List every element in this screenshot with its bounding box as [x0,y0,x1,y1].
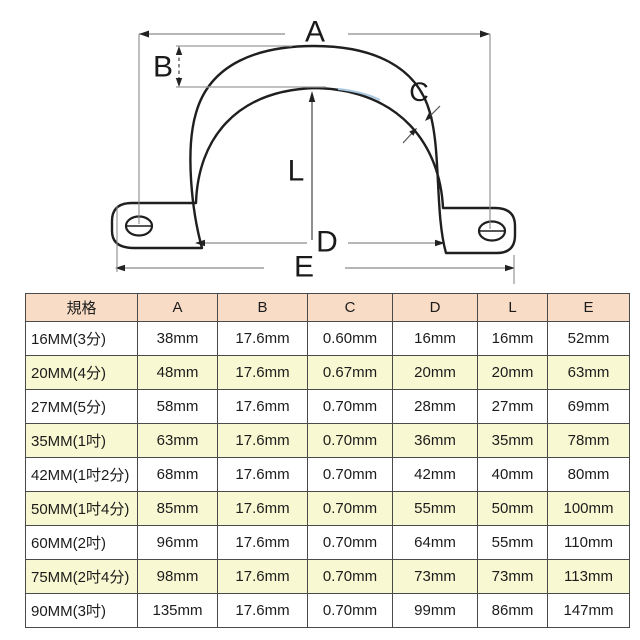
cell-e: 78mm [547,423,630,458]
table-row: 50MM(1吋4分) 85mm 17.6mm 0.70mm 55mm 50mm … [25,491,630,526]
cell-l: 27mm [477,389,548,424]
cell-e: 69mm [547,389,630,424]
inner-arc-highlight [337,88,381,101]
cell-spec: 75MM(2吋4分) [25,559,138,594]
cell-a: 58mm [137,389,218,424]
dimension-e: E [115,206,515,284]
dim-label-a: A [305,16,325,49]
dimension-c: C [402,77,441,144]
cell-a: 38mm [137,321,218,356]
table-row: 16MM(3分) 38mm 17.6mm 0.60mm 16mm 16mm 52… [25,321,630,356]
clamp-diagram: A B C L [110,16,517,284]
cell-b: 17.6mm [217,491,308,526]
table-row: 42MM(1吋2分) 68mm 17.6mm 0.70mm 42mm 40mm … [25,457,630,492]
table-row: 90MM(3吋) 135mm 17.6mm 0.70mm 99mm 86mm 1… [25,593,630,628]
table-header-row: 規格 A B C D L E [25,293,630,322]
right-mounting-hole [477,220,507,242]
cell-a: 63mm [137,423,218,458]
header-d: D [392,293,478,322]
cell-a: 135mm [137,593,218,628]
header-e: E [547,293,630,322]
cell-spec: 16MM(3分) [25,321,138,356]
table-row: 35MM(1吋) 63mm 17.6mm 0.70mm 36mm 35mm 78… [25,423,630,458]
table-row: 20MM(4分) 48mm 17.6mm 0.67mm 20mm 20mm 63… [25,355,630,390]
cell-b: 17.6mm [217,321,308,356]
cell-d: 42mm [392,457,478,492]
cell-d: 99mm [392,593,478,628]
cell-spec: 27MM(5分) [25,389,138,424]
cell-spec: 20MM(4分) [25,355,138,390]
cell-l: 16mm [477,321,548,356]
cell-d: 20mm [392,355,478,390]
cell-c: 0.70mm [307,593,393,628]
cell-a: 98mm [137,559,218,594]
cell-b: 17.6mm [217,593,308,628]
dim-label-c: C [409,77,429,107]
dimension-b: B [153,45,326,88]
cell-e: 110mm [547,525,630,560]
cell-l: 73mm [477,559,548,594]
cell-spec: 90MM(3吋) [25,593,138,628]
cell-d: 73mm [392,559,478,594]
header-b: B [217,293,308,322]
cell-l: 86mm [477,593,548,628]
cell-e: 52mm [547,321,630,356]
cell-e: 63mm [547,355,630,390]
cell-b: 17.6mm [217,355,308,390]
cell-d: 36mm [392,423,478,458]
cell-spec: 42MM(1吋2分) [25,457,138,492]
cell-l: 20mm [477,355,548,390]
table-row: 60MM(2吋) 96mm 17.6mm 0.70mm 64mm 55mm 11… [25,525,630,560]
dimension-l: L [288,91,316,240]
header-spec: 規格 [25,293,138,322]
cell-c: 0.67mm [307,355,393,390]
cell-d: 55mm [392,491,478,526]
spec-table: 規格 A B C D L E 16MM(3分) 38mm 17.6mm 0.60… [25,293,630,628]
header-a: A [137,293,218,322]
cell-b: 17.6mm [217,457,308,492]
cell-c: 0.70mm [307,559,393,594]
dim-label-l: L [288,155,305,188]
cell-spec: 35MM(1吋) [25,423,138,458]
cell-l: 55mm [477,525,548,560]
cell-d: 16mm [392,321,478,356]
dim-label-e: E [294,251,314,284]
cell-l: 40mm [477,457,548,492]
cell-b: 17.6mm [217,525,308,560]
cell-d: 28mm [392,389,478,424]
cell-c: 0.60mm [307,321,393,356]
cell-a: 96mm [137,525,218,560]
cell-e: 147mm [547,593,630,628]
header-c: C [307,293,393,322]
dimension-d: D [195,226,445,259]
cell-c: 0.70mm [307,491,393,526]
cell-c: 0.70mm [307,389,393,424]
cell-e: 113mm [547,559,630,594]
cell-a: 85mm [137,491,218,526]
cell-c: 0.70mm [307,457,393,492]
cell-a: 68mm [137,457,218,492]
cell-e: 80mm [547,457,630,492]
cell-spec: 60MM(2吋) [25,525,138,560]
dim-label-b: B [153,51,173,84]
table-row: 75MM(2吋4分) 98mm 17.6mm 0.70mm 73mm 73mm … [25,559,630,594]
dimension-a: A [138,16,491,229]
cell-l: 50mm [477,491,548,526]
cell-c: 0.70mm [307,423,393,458]
header-l: L [477,293,548,322]
cell-l: 35mm [477,423,548,458]
table-row: 27MM(5分) 58mm 17.6mm 0.70mm 28mm 27mm 69… [25,389,630,424]
cell-d: 64mm [392,525,478,560]
cell-c: 0.70mm [307,525,393,560]
dim-label-d: D [316,226,338,259]
cell-e: 100mm [547,491,630,526]
cell-b: 17.6mm [217,389,308,424]
cell-b: 17.6mm [217,559,308,594]
cell-b: 17.6mm [217,423,308,458]
clamp-outline [110,44,517,255]
cell-a: 48mm [137,355,218,390]
cell-spec: 50MM(1吋4分) [25,491,138,526]
